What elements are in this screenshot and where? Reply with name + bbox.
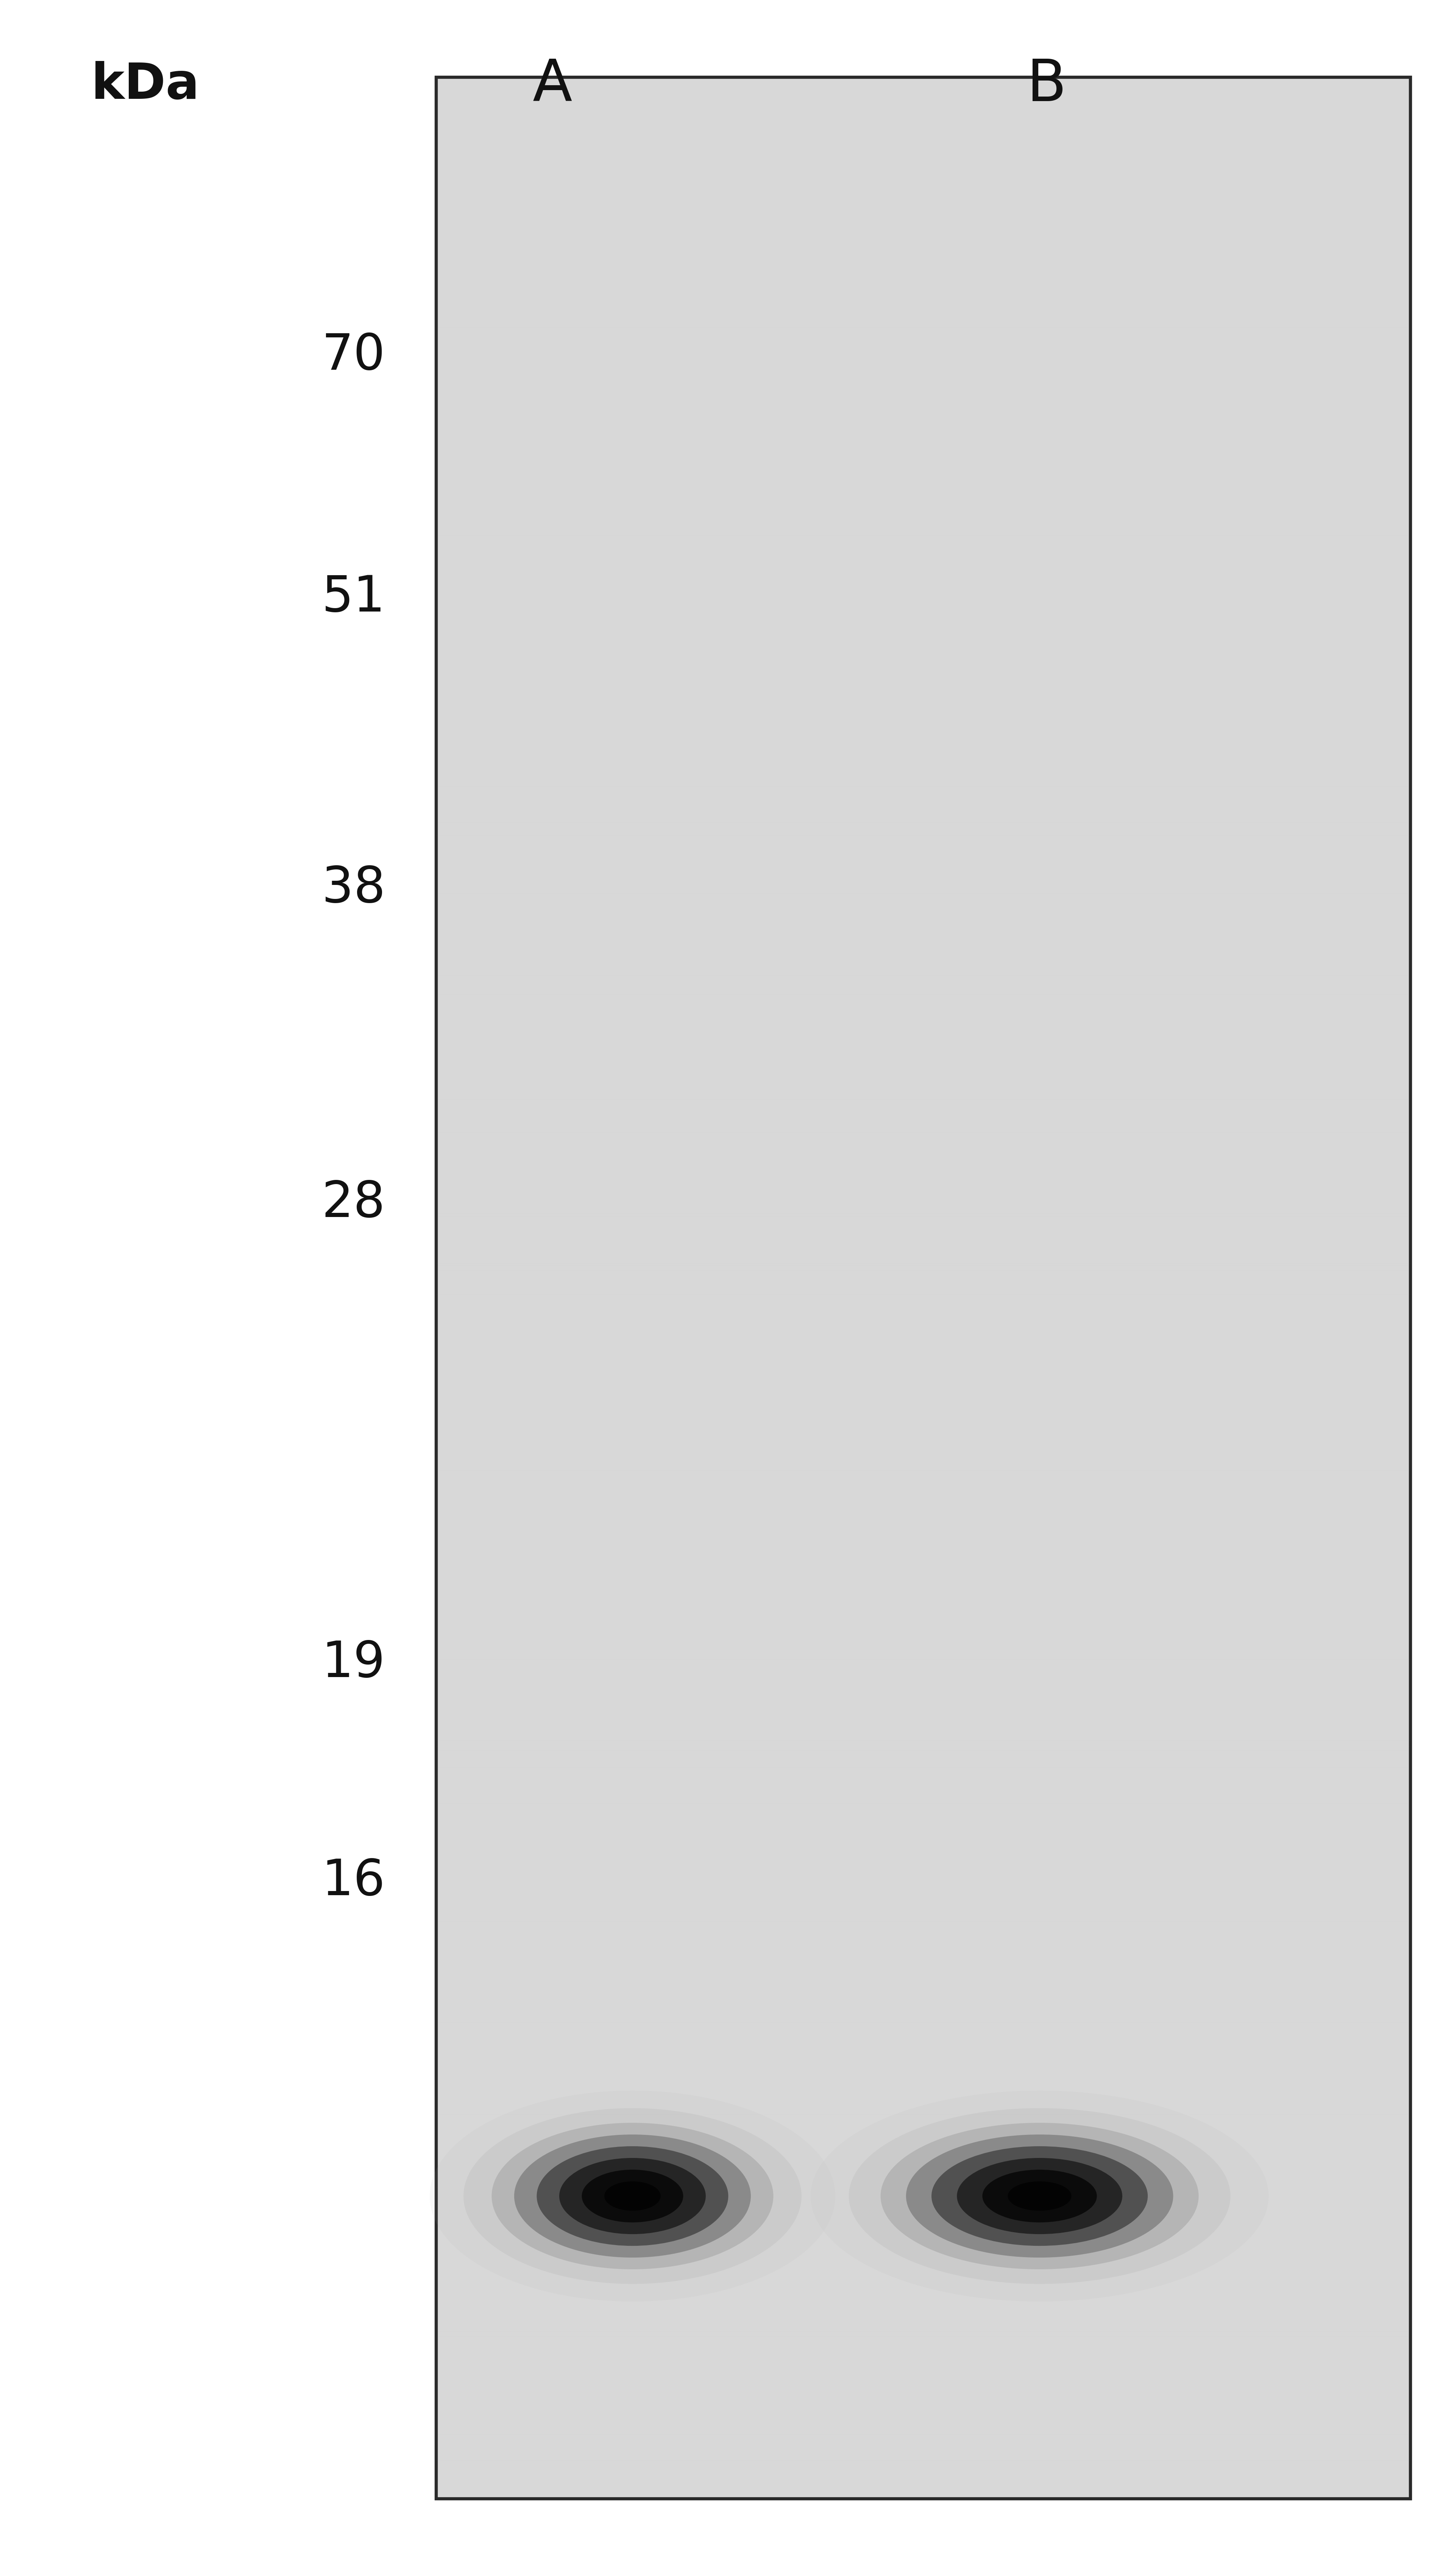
Text: 38: 38 [321, 866, 385, 912]
Ellipse shape [464, 2107, 801, 2285]
FancyBboxPatch shape [436, 77, 1410, 2499]
Text: 19: 19 [321, 1638, 385, 1687]
Text: B: B [1027, 57, 1067, 113]
Text: 51: 51 [321, 574, 385, 621]
Ellipse shape [582, 2169, 683, 2223]
Ellipse shape [849, 2107, 1230, 2285]
Ellipse shape [932, 2146, 1147, 2246]
Ellipse shape [811, 2092, 1268, 2300]
Ellipse shape [957, 2159, 1122, 2233]
Ellipse shape [906, 2136, 1173, 2257]
Text: 28: 28 [321, 1180, 385, 1226]
Ellipse shape [430, 2092, 835, 2300]
Ellipse shape [560, 2159, 705, 2233]
Text: 16: 16 [321, 1857, 385, 1906]
Text: A: A [532, 57, 573, 113]
Text: 70: 70 [321, 332, 385, 379]
Ellipse shape [537, 2146, 728, 2246]
Ellipse shape [983, 2169, 1096, 2223]
Ellipse shape [1008, 2182, 1072, 2210]
Text: kDa: kDa [92, 62, 199, 108]
Ellipse shape [605, 2182, 660, 2210]
Ellipse shape [881, 2123, 1198, 2269]
Ellipse shape [515, 2136, 750, 2257]
Ellipse shape [491, 2123, 774, 2269]
